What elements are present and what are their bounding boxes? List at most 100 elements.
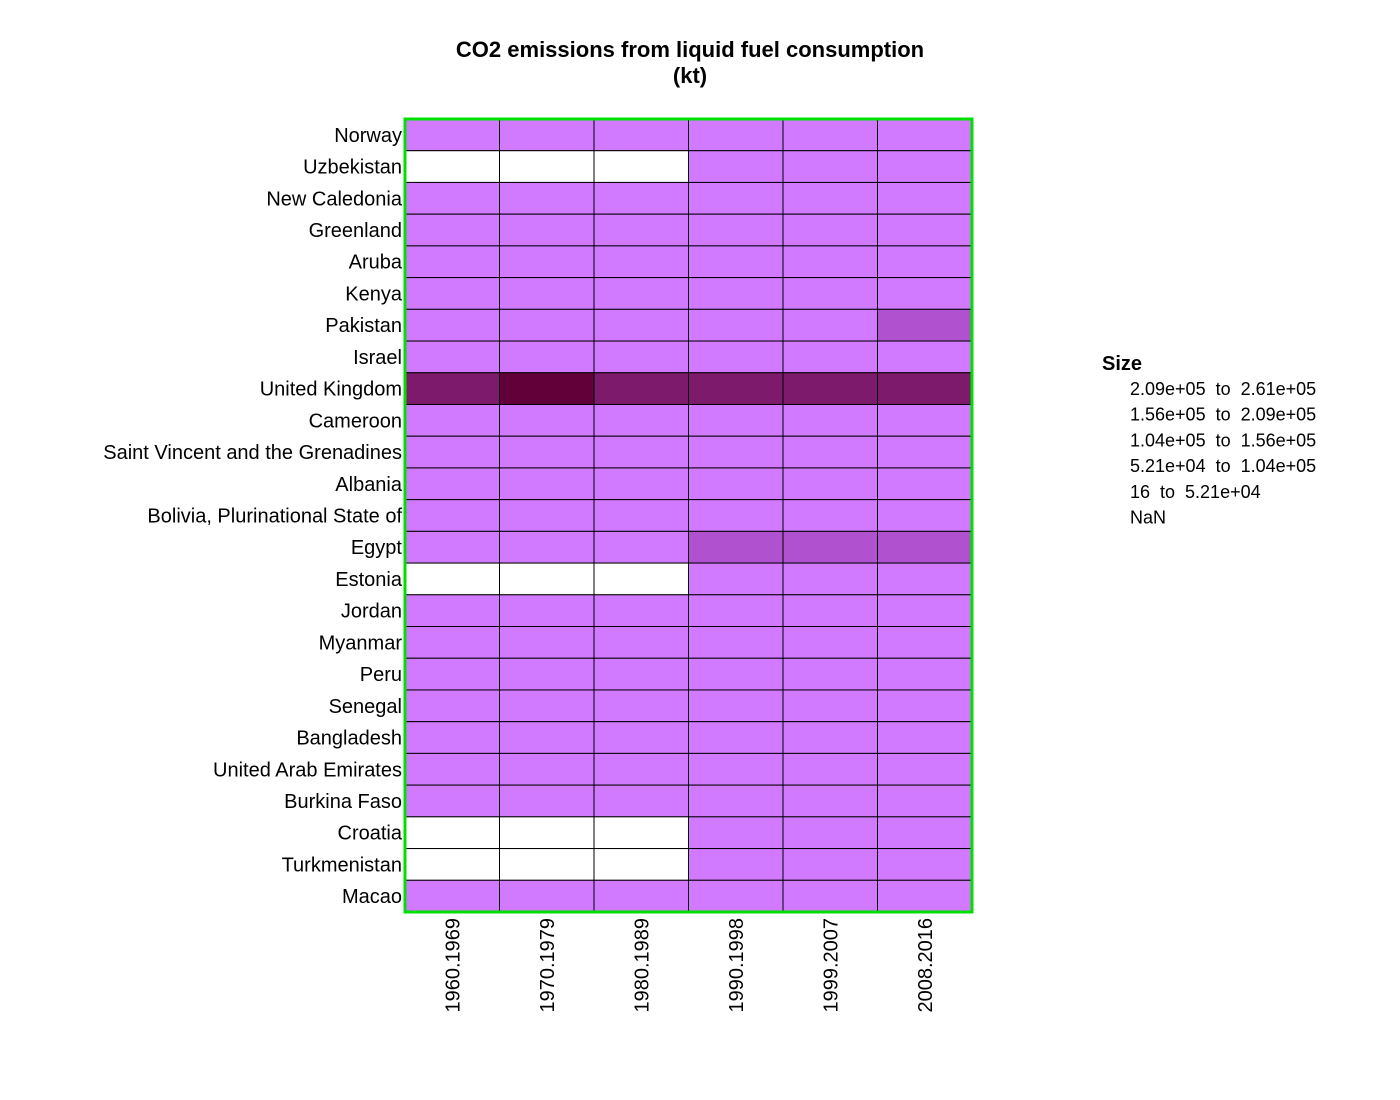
heatmap-cell — [688, 340, 784, 374]
row-label: Saint Vincent and the Grenadines — [103, 442, 402, 464]
heatmap-cell — [688, 467, 784, 501]
heatmap-cell — [404, 848, 500, 881]
heatmap-cell — [593, 499, 689, 532]
row-label: Greenland — [309, 220, 402, 242]
heatmap-cell — [404, 372, 500, 405]
heatmap-cell — [499, 721, 595, 754]
heatmap-cell — [593, 657, 689, 691]
heatmap-cell — [782, 181, 878, 215]
row-label: Peru — [360, 664, 402, 686]
heatmap-cell — [404, 562, 500, 596]
column-labels: 1960.1969 1970.1979 1980.1989 1990.1998 1999… — [442, 918, 937, 1013]
row-label: Uzbekistan — [303, 157, 402, 179]
heatmap-cell — [782, 245, 878, 279]
heatmap-cell — [688, 403, 784, 437]
heatmap-cell — [593, 879, 689, 913]
heatmap-cell — [499, 181, 595, 215]
plot-frame — [403, 117, 974, 914]
heatmap-cell — [688, 118, 784, 152]
heatmap-cell — [688, 752, 784, 786]
heatmap-cell — [499, 308, 595, 342]
heatmap-cell — [877, 784, 973, 818]
heatmap-cell — [404, 530, 500, 564]
row-label: Kenya — [345, 283, 403, 305]
heatmap-cell — [877, 308, 973, 342]
heatmap-cell — [499, 657, 595, 691]
heatmap-cell — [877, 435, 973, 469]
heatmap-cell — [593, 816, 689, 850]
heatmap-cell — [499, 372, 595, 405]
heatmap-cell — [499, 245, 595, 279]
heatmap-cell — [782, 213, 878, 247]
heatmap-cell — [404, 816, 500, 850]
heatmap-cell — [688, 626, 784, 659]
heatmap-cell — [404, 118, 500, 152]
row-label: Turkmenistan — [282, 854, 402, 876]
heatmap-cell — [782, 403, 878, 437]
heatmap-cell — [877, 213, 973, 247]
heatmap-cell — [877, 372, 973, 405]
column-label: 2008.2016 — [915, 918, 937, 1013]
heatmap-cell — [877, 181, 973, 215]
heatmap-cell — [688, 562, 784, 596]
heatmap-cell — [499, 435, 595, 469]
heatmap-cell — [593, 118, 689, 152]
row-label: Pakistan — [325, 315, 402, 337]
heatmap-cell — [593, 181, 689, 215]
row-label: Burkina Faso — [284, 791, 402, 813]
heatmap-cell — [877, 816, 973, 850]
row-label: Bangladesh — [296, 728, 402, 750]
heatmap-cell — [688, 784, 784, 818]
heatmap-cell — [877, 467, 973, 501]
heatmap-cell — [499, 340, 595, 374]
heatmap-cell — [688, 245, 784, 279]
heatmap-cell — [688, 435, 784, 469]
heatmap-cell — [593, 626, 689, 659]
column-label: 1960.1969 — [442, 918, 464, 1013]
heatmap-cell — [404, 784, 500, 818]
heatmap-cell — [499, 403, 595, 437]
legend-item: 5.21e+04 to 1.04e+05 — [1130, 456, 1316, 476]
heatmap-cell — [782, 340, 878, 374]
heatmap-cell — [593, 721, 689, 754]
heatmap-cell — [404, 213, 500, 247]
heatmap-cell — [877, 245, 973, 279]
heatmap-cell — [593, 594, 689, 628]
row-label: Jordan — [341, 601, 402, 623]
heatmap-cell — [782, 435, 878, 469]
column-label: 1990.1998 — [726, 918, 748, 1013]
heatmap-cell — [499, 467, 595, 501]
heatmap-cell — [404, 499, 500, 532]
heatmap-cell — [688, 308, 784, 342]
legend-title: Size — [1102, 353, 1142, 375]
heatmap-cell — [404, 308, 500, 342]
legend-item: 16 to 5.21e+04 — [1130, 482, 1261, 502]
legend-item: NaN — [1130, 508, 1166, 528]
heatmap-cell — [593, 689, 689, 723]
heatmap-cell — [404, 752, 500, 786]
heatmap-cell — [877, 340, 973, 374]
heatmap-cell — [782, 277, 878, 310]
heatmap-cell — [404, 657, 500, 691]
heatmap-cell — [499, 150, 595, 183]
heatmap-cell — [877, 277, 973, 310]
heatmap-cell — [688, 499, 784, 532]
heatmap-cell — [688, 848, 784, 881]
heatmap-cell — [688, 594, 784, 628]
heatmap-cell — [877, 594, 973, 628]
heatmap-cell — [782, 530, 878, 564]
heatmap-cell — [404, 435, 500, 469]
heatmap-cell — [877, 689, 973, 723]
heatmap-cell — [782, 626, 878, 659]
heatmap-cell — [877, 530, 973, 564]
chart-subtitle: (kt) — [673, 63, 707, 88]
heatmap-cell — [593, 372, 689, 405]
heatmap-cell — [782, 562, 878, 596]
legend: Size 2.09e+05 to 2.61e+05 1.56e+05 to 2.0… — [1102, 353, 1316, 528]
heatmap-cell — [782, 657, 878, 691]
heatmap-cell — [688, 372, 784, 405]
row-label: United Arab Emirates — [213, 759, 402, 781]
heatmap-cell — [499, 530, 595, 564]
heatmap-cell — [782, 816, 878, 850]
heatmap-cell — [499, 118, 595, 152]
